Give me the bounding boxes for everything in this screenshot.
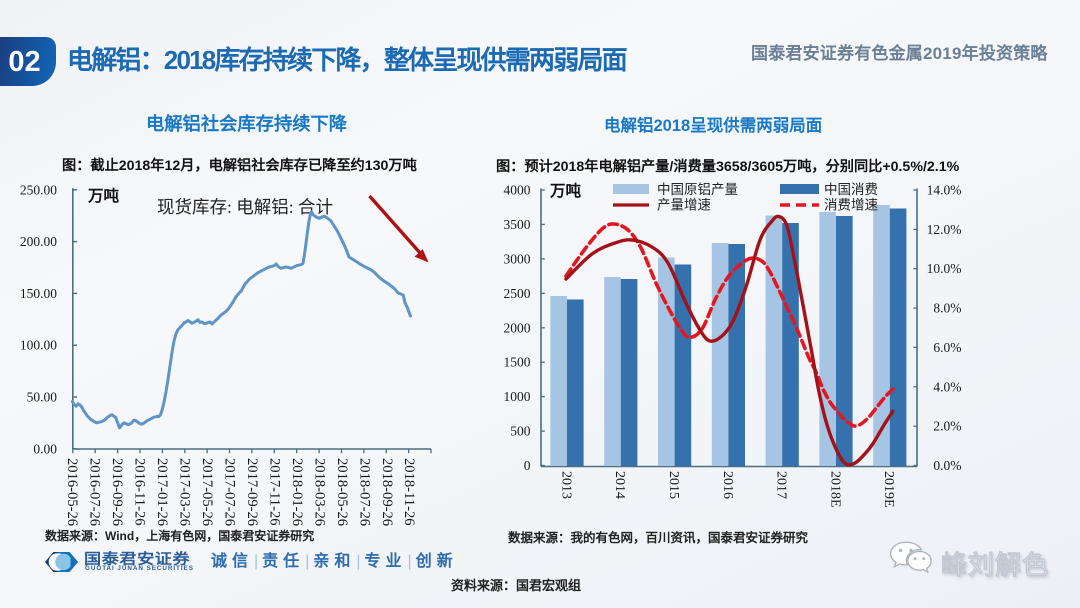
svg-text:2016-11-26: 2016-11-26 [132,458,148,526]
svg-text:产量增速: 产量增速 [657,198,711,213]
svg-text:2016-09-26: 2016-09-26 [109,458,125,526]
svg-text:1500: 1500 [504,355,531,370]
svg-text:2017-07-26: 2017-07-26 [222,458,238,526]
svg-text:2013: 2013 [558,471,573,499]
svg-text:3500: 3500 [504,217,531,232]
svg-text:10.0%: 10.0% [927,261,962,276]
svg-text:2017-03-26: 2017-03-26 [177,458,193,526]
svg-text:现货库存: 电解铝: 合计: 现货库存: 电解铝: 合计 [157,197,333,217]
svg-text:2017-01-26: 2017-01-26 [154,458,170,526]
svg-text:1000: 1000 [504,389,531,404]
svg-text:中国消费: 中国消费 [824,182,878,197]
svg-text:200.00: 200.00 [20,234,57,249]
svg-text:2018-01-26: 2018-01-26 [289,458,305,526]
svg-text:100.00: 100.00 [20,338,57,353]
svg-text:0.00: 0.00 [33,441,57,456]
svg-text:2016-05-26: 2016-05-26 [64,458,80,526]
svg-text:2015: 2015 [666,471,681,499]
svg-text:2018E: 2018E [827,471,842,508]
svg-text:2017: 2017 [774,471,789,499]
svg-text:2017-09-26: 2017-09-26 [244,458,260,526]
svg-text:2019E: 2019E [881,471,896,508]
svg-text:2016-07-26: 2016-07-26 [87,458,103,526]
svg-text:2018-03-26: 2018-03-26 [311,458,327,526]
svg-text:2017-11-26: 2017-11-26 [266,458,282,526]
svg-text:14.0%: 14.0% [927,183,962,198]
svg-text:3000: 3000 [504,251,531,266]
svg-text:2018-09-26: 2018-09-26 [379,458,395,526]
svg-text:50.00: 50.00 [27,390,58,405]
svg-text:万吨: 万吨 [87,187,120,205]
svg-text:万吨: 万吨 [549,182,582,200]
svg-text:2016: 2016 [720,471,735,499]
svg-text:12.0%: 12.0% [927,222,962,237]
svg-text:6.0%: 6.0% [933,340,961,355]
svg-text:4000: 4000 [504,183,531,198]
svg-text:4.0%: 4.0% [933,379,961,394]
svg-text:2018-07-26: 2018-07-26 [356,458,372,526]
svg-text:2014: 2014 [612,471,627,499]
svg-text:250.00: 250.00 [20,182,57,197]
svg-text:500: 500 [510,424,531,439]
svg-text:150.00: 150.00 [20,286,57,301]
svg-text:0: 0 [524,458,531,473]
svg-text:中国原铝产量: 中国原铝产量 [657,182,738,197]
svg-text:0.0%: 0.0% [933,458,961,473]
svg-text:2018-11-26: 2018-11-26 [401,458,417,526]
svg-text:2017-05-26: 2017-05-26 [199,458,215,526]
svg-text:2.0%: 2.0% [933,419,961,434]
svg-text:2000: 2000 [504,320,531,335]
svg-text:2500: 2500 [504,286,531,301]
svg-text:2018-05-26: 2018-05-26 [334,458,350,526]
svg-text:消费增速: 消费增速 [824,198,878,213]
svg-text:8.0%: 8.0% [933,301,961,316]
